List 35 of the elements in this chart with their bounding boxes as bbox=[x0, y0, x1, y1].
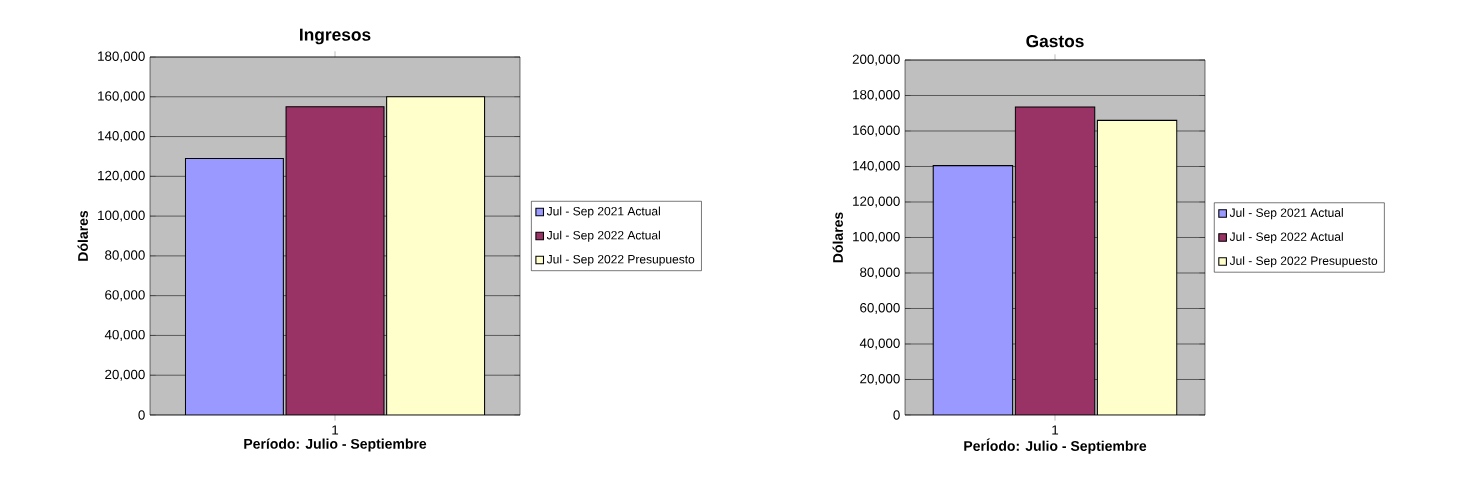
chart-title: Ingresos bbox=[300, 28, 371, 45]
y-tick-label: 200,000 bbox=[852, 54, 900, 66]
x-tick-label: 1 bbox=[332, 425, 339, 435]
y-axis-title: Dólares bbox=[77, 210, 88, 261]
y-tick-label: 140,000 bbox=[98, 131, 145, 143]
y-tick-label: 80,000 bbox=[860, 267, 900, 279]
x-tick-label: 1 bbox=[1052, 425, 1059, 435]
x-axis-title: Período: Julio - Septiembre bbox=[244, 438, 427, 452]
y-tick-label: 180,000 bbox=[853, 89, 900, 102]
legend-label: Jul - Sep 2022 Presupuesto bbox=[1229, 256, 1378, 268]
y-tick-label: 40,000 bbox=[859, 338, 900, 350]
legend-label: Jul - Sep 2022 Actual bbox=[1229, 232, 1343, 244]
legend-label: Jul - Sep 2021 Actual bbox=[546, 206, 660, 218]
y-tick-label: 40,000 bbox=[104, 329, 145, 341]
chart-title: Gastos bbox=[1026, 35, 1084, 48]
y-tick-label: 100,000 bbox=[853, 231, 900, 244]
y-tick-label: 80,000 bbox=[105, 250, 145, 262]
y-tick-label: 0 bbox=[138, 410, 145, 420]
y-tick-label: 120,000 bbox=[98, 170, 145, 182]
y-tick-label: 180,000 bbox=[98, 51, 145, 63]
y-tick-label: 0 bbox=[893, 410, 900, 420]
y-tick-label: 160,000 bbox=[98, 91, 145, 103]
y-tick-label: 120,000 bbox=[853, 196, 900, 208]
y-tick-label: 100,000 bbox=[98, 210, 145, 222]
y-tick-label: 140,000 bbox=[853, 160, 900, 173]
legend-label: Jul - Sep 2022 Actual bbox=[546, 230, 660, 242]
legend-label: Jul - Sep 2022 Presupuesto bbox=[546, 254, 695, 266]
y-tick-label: 20,000 bbox=[860, 373, 900, 385]
legend-label: Jul - Sep 2021 Actual bbox=[1229, 208, 1343, 220]
y-tick-label: 60,000 bbox=[105, 290, 145, 302]
y-tick-label: 160,000 bbox=[853, 125, 900, 137]
y-axis-title: Dólares bbox=[832, 212, 843, 263]
y-tick-label: 20,000 bbox=[105, 369, 145, 381]
y-tick-label: 60,000 bbox=[860, 302, 900, 314]
x-axis-title: PerÍodo: Julio - Septiembre bbox=[964, 438, 1147, 454]
